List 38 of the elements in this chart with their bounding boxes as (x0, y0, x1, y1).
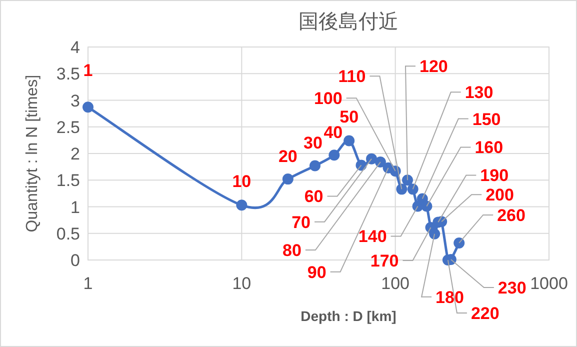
y-tick-label: 3 (70, 91, 80, 110)
annotation: 160 (474, 138, 504, 158)
annotation: 100 (314, 89, 342, 108)
y-tick-label: 1.5 (56, 171, 80, 190)
annotation: 140 (358, 227, 387, 246)
y-tick-label: 0 (70, 251, 80, 270)
x-tick-label: 100 (381, 274, 410, 293)
y-tick-label: 2 (70, 144, 80, 164)
annotation: 80 (282, 241, 302, 260)
x-tick-label: 10 (232, 274, 252, 293)
annotation: 190 (480, 166, 509, 186)
y-tick-label: 1 (70, 198, 80, 217)
annotation: 1 (83, 61, 93, 80)
y-axis-title: Quantityt : ln N [times] (24, 74, 41, 232)
annotation: 10 (232, 172, 252, 192)
annotation: 20 (278, 147, 298, 166)
annotation: 70 (292, 212, 311, 232)
x-tick-label: 1000 (530, 274, 568, 293)
annotation: 150 (472, 110, 501, 129)
annotation: 120 (420, 57, 448, 76)
x-axis-title: Depth : D [km] (300, 308, 396, 324)
annotation: 220 (470, 304, 500, 323)
annotation: 90 (307, 262, 326, 282)
y-tick-label: 4 (70, 38, 80, 57)
annotation: 170 (370, 252, 399, 271)
annotation: 30 (304, 134, 322, 153)
annotation: 110 (338, 67, 366, 86)
x-tick-label: 1 (83, 274, 93, 293)
chart-title: 国後島付近 (298, 11, 398, 33)
annotation: 180 (436, 288, 464, 307)
y-tick-label: 0.5 (56, 224, 80, 244)
annotation: 130 (464, 83, 494, 102)
y-tick-label: 2.5 (56, 118, 80, 137)
annotation: 260 (497, 206, 526, 225)
y-tick-label: 3.5 (56, 64, 80, 84)
annotation: 200 (486, 186, 514, 205)
annotation: 230 (498, 278, 526, 298)
annotation: 60 (304, 187, 324, 206)
